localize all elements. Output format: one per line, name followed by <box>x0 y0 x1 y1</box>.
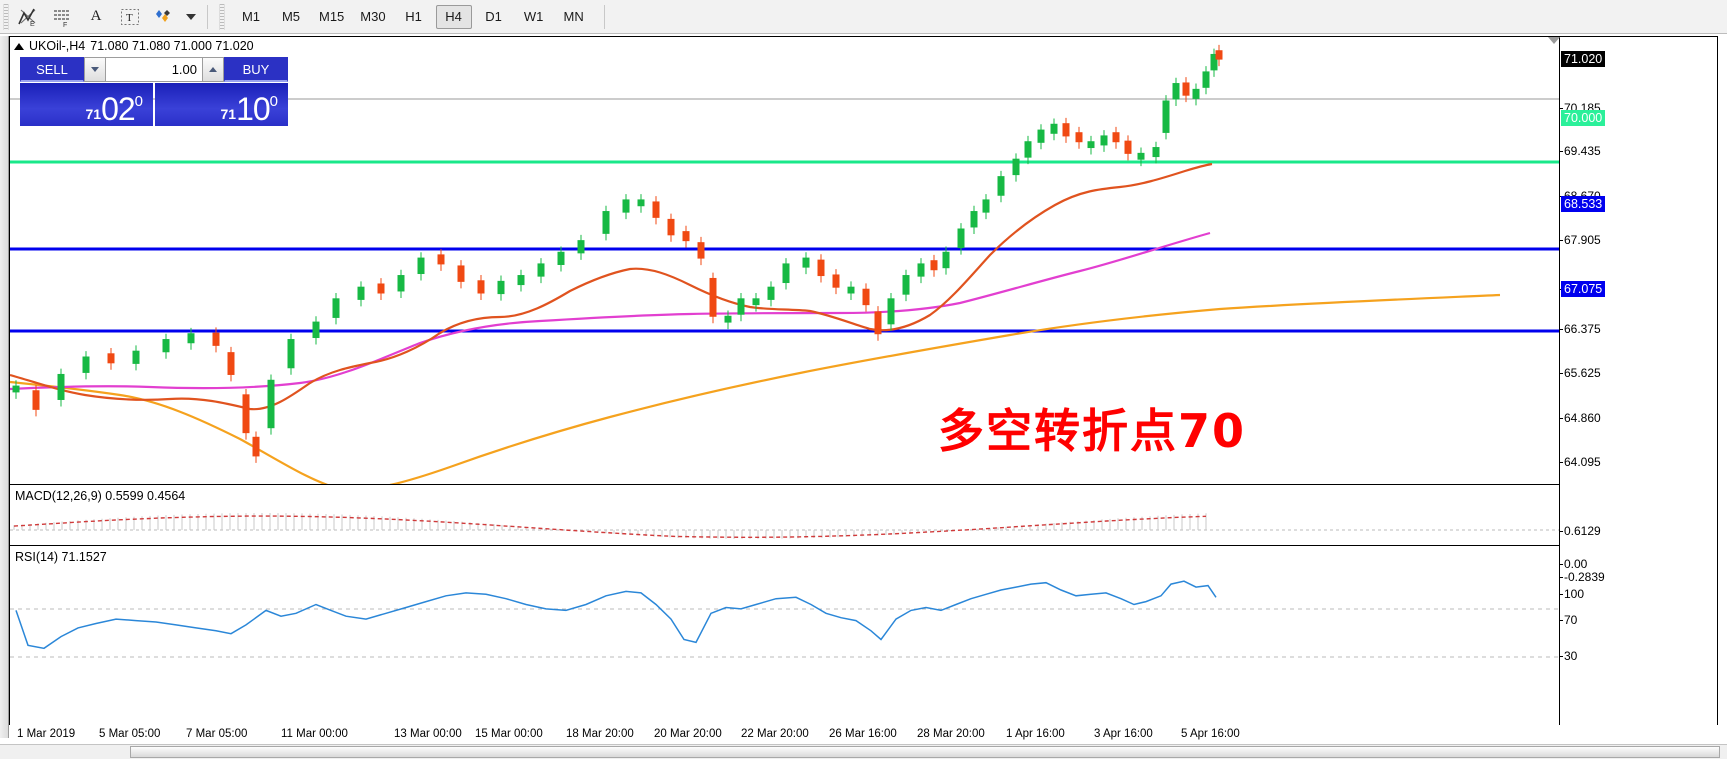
buy-price-fraction: 0 <box>269 93 278 110</box>
macd-tick: 0.6129 <box>1559 524 1601 538</box>
objects-dropdown-icon[interactable] <box>183 3 199 31</box>
occ-controls-row: SELL 1.00 BUY <box>20 57 288 82</box>
objects-icon[interactable] <box>149 3 179 31</box>
chart-symbol-header: UKOil-,H4 71.080 71.080 71.000 71.020 <box>14 39 254 53</box>
rsi-chart-svg <box>10 580 1560 658</box>
sell-price-prefix: 71 <box>85 106 102 122</box>
price-chart-svg <box>10 44 1560 484</box>
price-badge-horizontal-line[interactable]: 67.075 <box>1561 280 1606 297</box>
price-tick: 64.095 <box>1559 455 1601 470</box>
price-axis[interactable]: 70.18569.43568.67067.90567.07566.37565.6… <box>1548 37 1717 737</box>
rsi-tick: 70 <box>1558 613 1578 627</box>
timeframe-mn[interactable]: MN <box>563 9 584 24</box>
rsi-tick: 30 <box>1558 649 1578 663</box>
price-badge-horizontal-line[interactable]: 68.533 <box>1561 195 1606 212</box>
macd-label: MACD(12,26,9) 0.5599 0.4564 <box>15 489 186 503</box>
timeframe-m5[interactable]: M5 <box>281 9 301 24</box>
timeframe-m15[interactable]: M15 <box>319 9 345 24</box>
time-label: 1 Apr 16:00 <box>1006 728 1065 740</box>
macd-tick: 0.00 <box>1558 557 1588 571</box>
sell-price-display[interactable]: 71 02 0 <box>20 83 153 126</box>
volume-decrease-button[interactable] <box>84 57 106 82</box>
chart-left-scrollbar[interactable] <box>0 36 9 738</box>
macd-tick: -0.2839 <box>1559 570 1605 584</box>
rsi-label: RSI(14) 71.1527 <box>15 550 107 564</box>
volume-increase-button[interactable] <box>202 57 224 82</box>
timeframe-w1[interactable]: W1 <box>523 9 544 24</box>
price-tick: 64.860 <box>1559 410 1601 425</box>
rsi-pane[interactable]: RSI(14) 71.1527 <box>10 547 1560 665</box>
time-label: 15 Mar 00:00 <box>475 728 543 740</box>
time-label: 26 Mar 16:00 <box>829 728 897 740</box>
volume-input[interactable]: 1.00 <box>106 57 202 82</box>
timeframe-group: M1 M5 M15 M30 H1 H4 D1 W1 MN <box>231 4 594 29</box>
buy-price-main: 10 <box>236 91 271 127</box>
buy-button[interactable]: BUY <box>224 57 288 82</box>
svg-text:E: E <box>30 21 35 27</box>
occ-prices-row: 71 02 0 71 10 0 <box>20 83 288 126</box>
scrollbar-thumb[interactable] <box>130 746 1720 758</box>
chart-symbol-label: UKOil-,H4 <box>29 39 86 53</box>
macd-chart-svg <box>10 513 1560 539</box>
timeframe-h1[interactable]: H1 <box>405 9 422 24</box>
time-label: 7 Mar 05:00 <box>186 728 248 740</box>
sell-price-fraction: 0 <box>134 93 143 110</box>
text-tool-icon[interactable]: A <box>90 8 102 24</box>
collapse-triangle-icon[interactable] <box>14 42 24 50</box>
price-badge-last-price[interactable]: 71.020 <box>1561 51 1606 68</box>
svg-text:T: T <box>126 12 133 24</box>
time-label: 13 Mar 00:00 <box>394 728 462 740</box>
label-tool-icon[interactable]: T <box>115 3 145 31</box>
toolbar-grip[interactable] <box>3 3 9 30</box>
sell-button[interactable]: SELL <box>20 57 84 82</box>
time-label: 11 Mar 00:00 <box>281 728 348 740</box>
timeframe-h4[interactable]: H4 <box>435 4 472 29</box>
sell-price-main: 02 <box>101 91 136 127</box>
grid-icon[interactable]: F <box>47 3 77 31</box>
chart-horizontal-scrollbar[interactable] <box>0 744 1727 759</box>
rsi-tick: 100 <box>1558 587 1585 601</box>
one-click-trading-panel[interactable]: SELL 1.00 BUY 71 02 0 71 10 0 <box>20 57 288 126</box>
timeframe-d1[interactable]: D1 <box>485 9 502 24</box>
price-pane[interactable]: UKOil-,H4 71.080 71.080 71.000 71.020 SE… <box>10 37 1560 485</box>
chart-ohlc-label: 71.080 71.080 71.000 71.020 <box>90 39 254 53</box>
chart-area[interactable]: UKOil-,H4 71.080 71.080 71.000 71.020 SE… <box>9 36 1718 738</box>
price-badge-horizontal-line[interactable]: 70.000 <box>1561 110 1606 127</box>
macd-pane[interactable]: MACD(12,26,9) 0.5599 0.4564 <box>10 486 1560 546</box>
time-label: 5 Apr 16:00 <box>1181 728 1240 740</box>
buy-price-prefix: 71 <box>220 106 237 122</box>
price-tick: 69.435 <box>1559 144 1601 159</box>
time-label: 28 Mar 20:00 <box>917 728 985 740</box>
time-axis[interactable]: 1 Mar 2019 5 Mar 05:00 7 Mar 05:00 11 Mar 0… <box>9 725 1718 747</box>
chart-annotation-text: 多空转折点70 <box>938 404 1247 458</box>
buy-price-display[interactable]: 71 10 0 <box>155 83 288 126</box>
timeframe-m30[interactable]: M30 <box>360 9 386 24</box>
main-toolbar: E F A T <box>0 0 1727 34</box>
time-label: 5 Mar 05:00 <box>99 728 161 740</box>
toolbar-divider <box>207 4 208 29</box>
price-tick: 67.905 <box>1559 233 1601 248</box>
time-label: 22 Mar 20:00 <box>741 728 809 740</box>
svg-text:F: F <box>63 22 67 27</box>
axis-collapse-icon[interactable] <box>1548 37 1560 44</box>
timeframe-m1[interactable]: M1 <box>241 9 261 24</box>
time-label: 3 Apr 16:00 <box>1094 728 1153 740</box>
price-tick: 65.625 <box>1559 366 1601 380</box>
price-tick: 66.375 <box>1559 322 1601 337</box>
time-label: 18 Mar 20:00 <box>566 728 634 740</box>
time-label: 20 Mar 20:00 <box>654 728 722 740</box>
timeframe-grip[interactable] <box>219 3 225 30</box>
indicators-icon[interactable]: E <box>13 3 43 31</box>
toolbar-divider-2 <box>603 4 605 29</box>
time-label: 1 Mar 2019 <box>17 728 76 740</box>
